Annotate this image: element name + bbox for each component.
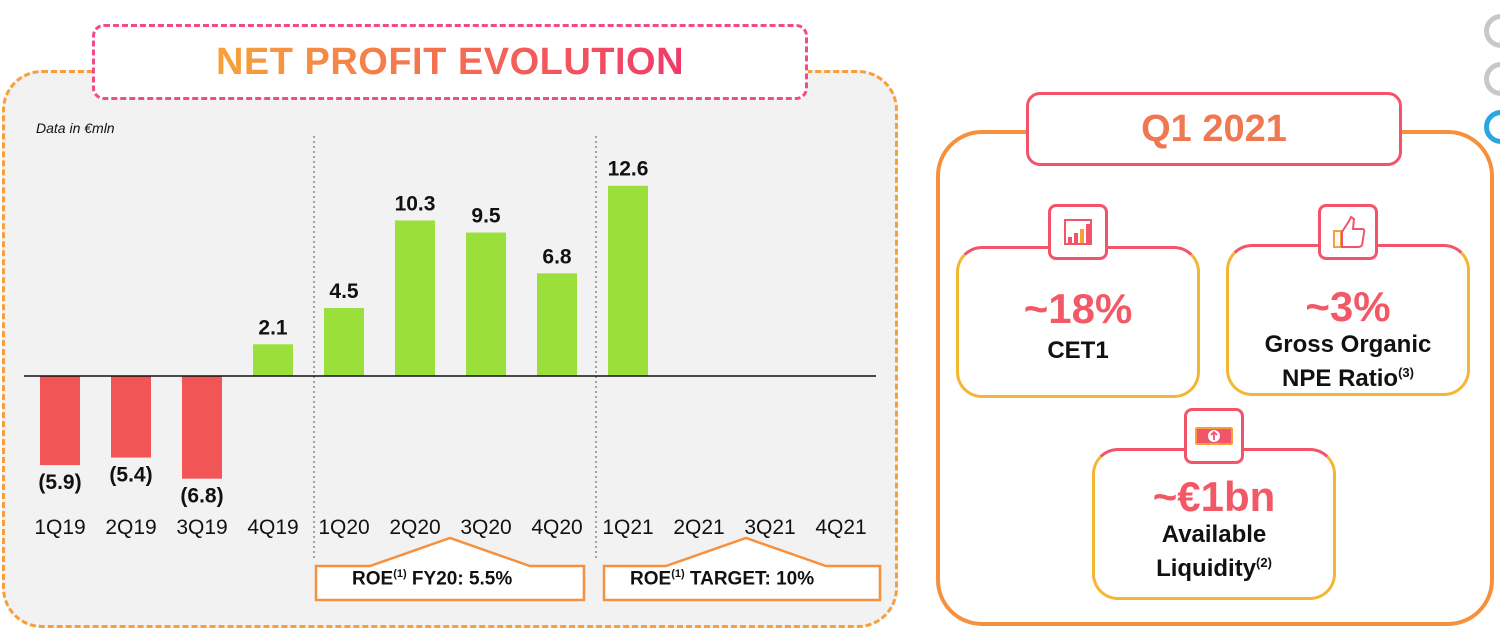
value-label-3Q20: 9.5	[471, 205, 501, 228]
category-label-4Q21: 4Q21	[815, 516, 866, 539]
bar-1Q19	[40, 376, 80, 466]
bar-2Q19	[111, 376, 151, 458]
value-label-1Q21: 12.6	[608, 158, 649, 181]
category-label-4Q20: 4Q20	[531, 516, 582, 539]
bar-1Q21	[608, 185, 648, 376]
category-label-1Q19: 1Q19	[34, 516, 85, 539]
nav-dot-3[interactable]	[1484, 110, 1500, 144]
value-label-2Q20: 10.3	[395, 192, 436, 215]
value-label-1Q19: (5.9)	[38, 471, 81, 494]
value-label-1Q20: 4.5	[329, 280, 359, 303]
net-profit-panel	[2, 70, 898, 628]
net-profit-chart: (5.9) 1Q19 (5.4) 2Q19 (6.8) 3Q19 2.1 4Q19 4.5 1Q2…	[24, 136, 876, 560]
category-label-3Q19: 3Q19	[176, 516, 227, 539]
kpi-liquidity-label-line1: Available	[1161, 521, 1267, 548]
kpi-liquidity-value: ~€1bn	[1152, 473, 1276, 520]
kpi-cet1-label: CET1	[1047, 337, 1109, 364]
nav-dot-1[interactable]	[1484, 14, 1500, 48]
bar-1Q20	[324, 308, 364, 376]
thumbs-up-icon	[1318, 204, 1378, 260]
chart-title: NET PROFIT EVOLUTION	[215, 40, 685, 83]
chart-title-box: NET PROFIT EVOLUTION	[92, 24, 808, 100]
kpi-liquidity-card: ~€1bn Available Liquidity(2)	[1092, 448, 1336, 600]
value-label-2Q19: (5.4)	[109, 464, 152, 487]
kpi-npe-value: ~3%	[1305, 283, 1391, 330]
roe-target-box	[602, 536, 882, 602]
category-label-1Q20: 1Q20	[318, 516, 369, 539]
quarter-title: Q1 2021	[1141, 107, 1287, 150]
bar-3Q20	[466, 232, 506, 376]
quarter-title-box: Q1 2021	[1026, 92, 1402, 166]
category-label-3Q21: 3Q21	[744, 516, 795, 539]
bar-2Q20	[395, 220, 435, 376]
bar-4Q20	[537, 273, 577, 376]
roe-fy20-label: ROE(1) FY20: 5.5%	[352, 568, 513, 590]
value-label-3Q19: (6.8)	[180, 485, 223, 508]
kpi-npe-label-line1: Gross Organic	[1264, 331, 1432, 358]
data-unit-note: Data in €mln	[36, 120, 115, 136]
kpi-cet1-value: ~18%	[1023, 285, 1133, 332]
banknote-icon	[1184, 408, 1244, 464]
roe-target-label: ROE(1) TARGET: 10%	[630, 568, 815, 590]
value-label-4Q20: 6.8	[542, 245, 572, 268]
category-label-2Q20: 2Q20	[389, 516, 440, 539]
category-label-2Q21: 2Q21	[673, 516, 724, 539]
category-label-3Q20: 3Q20	[460, 516, 511, 539]
kpi-cet1-card: ~18% CET1	[956, 246, 1200, 398]
value-label-4Q19: 2.1	[258, 316, 288, 339]
kpi-liquidity-label-line2: Liquidity(2)	[1156, 555, 1272, 582]
category-label-2Q19: 2Q19	[105, 516, 156, 539]
kpi-npe-label-line2: NPE Ratio(3)	[1282, 365, 1414, 392]
bar-chart-icon	[1048, 204, 1108, 260]
kpi-npe-card: ~3% Gross Organic NPE Ratio(3)	[1226, 244, 1470, 396]
bar-4Q19	[253, 344, 293, 376]
nav-dot-2[interactable]	[1484, 62, 1500, 96]
category-label-1Q21: 1Q21	[602, 516, 653, 539]
category-label-4Q19: 4Q19	[247, 516, 298, 539]
roe-fy20-box	[314, 536, 586, 602]
bar-3Q19	[182, 376, 222, 479]
